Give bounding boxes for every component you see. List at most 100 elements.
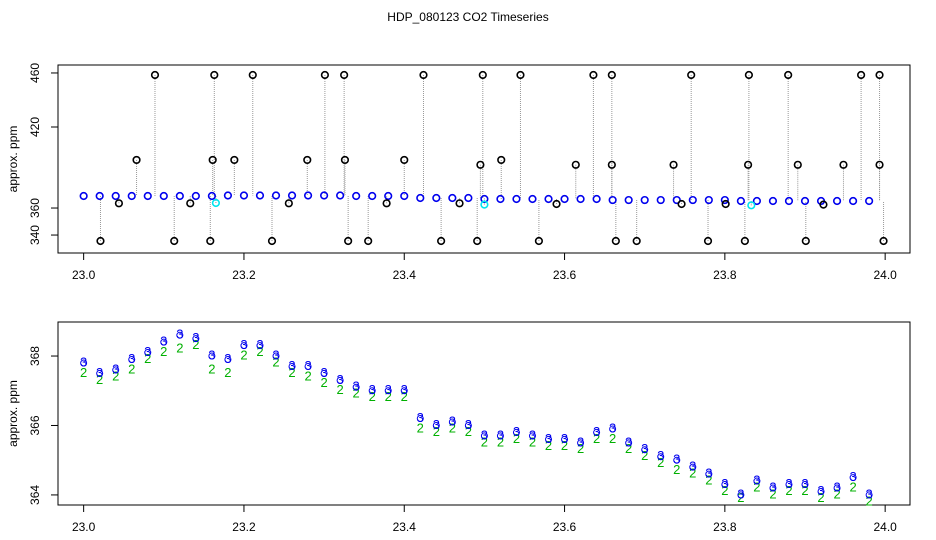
symbol: 2	[497, 434, 504, 449]
symbol: 2	[833, 486, 840, 501]
point	[256, 342, 264, 350]
symbol: 2	[657, 455, 664, 470]
point	[705, 470, 713, 478]
point	[801, 481, 809, 489]
point	[368, 387, 376, 395]
x-tick-label: 23.6	[553, 268, 577, 282]
point	[111, 191, 120, 201]
point	[669, 160, 678, 169]
chart-title: HDP_080123 CO2 Timeseries	[387, 10, 548, 24]
symbol: 3	[96, 365, 103, 380]
symbol: 2	[96, 372, 103, 387]
point	[608, 195, 617, 205]
point	[473, 236, 482, 246]
symbol: 2	[593, 431, 600, 446]
point	[223, 191, 233, 200]
symbol: 2	[449, 420, 456, 435]
point	[545, 435, 553, 443]
point	[207, 191, 216, 201]
point	[95, 191, 104, 201]
symbol: 2	[561, 438, 568, 453]
point	[689, 463, 697, 471]
symbol: 2	[240, 347, 247, 362]
point	[175, 191, 184, 201]
point	[192, 335, 200, 343]
point	[159, 191, 168, 201]
symbol: 2	[577, 441, 584, 456]
symbol: 2	[737, 490, 744, 505]
point	[593, 428, 601, 436]
point	[528, 194, 537, 204]
point	[211, 198, 220, 208]
symbol: 2	[320, 375, 327, 390]
point	[416, 415, 424, 423]
point	[170, 236, 179, 246]
symbol: 3	[657, 448, 664, 463]
symbol: 2	[609, 431, 616, 446]
symbol: 2	[481, 434, 488, 449]
x-tick-label: 24.0	[873, 520, 897, 534]
point	[737, 491, 745, 499]
x-tick-label: 23.8	[713, 268, 737, 282]
point	[721, 481, 729, 489]
symbol: 2	[208, 361, 215, 376]
symbol: 2	[385, 389, 392, 404]
point	[150, 70, 160, 80]
x-tick-label: 23.4	[393, 520, 417, 534]
point	[448, 193, 457, 203]
point	[785, 481, 793, 489]
y-tick-label: 360	[28, 198, 42, 218]
point	[744, 70, 753, 80]
symbol: 2	[849, 479, 856, 494]
point	[384, 387, 392, 395]
symbol: 3	[785, 476, 792, 491]
point	[703, 236, 713, 246]
point	[400, 387, 408, 395]
point	[287, 191, 297, 200]
symbol: 3	[337, 372, 344, 387]
point	[464, 421, 472, 429]
point	[320, 369, 328, 377]
symbol: 3	[561, 431, 568, 446]
point	[839, 160, 848, 169]
point	[478, 70, 487, 80]
point	[577, 439, 585, 447]
point	[875, 160, 884, 169]
symbol: 3	[160, 334, 167, 349]
point	[437, 236, 446, 246]
point	[191, 191, 200, 201]
point	[512, 428, 520, 436]
point	[497, 155, 506, 165]
point	[80, 359, 88, 367]
x-tick-label: 23.8	[713, 520, 737, 534]
point	[752, 196, 762, 206]
point	[534, 236, 544, 246]
point	[79, 191, 88, 201]
point	[432, 421, 440, 429]
symbol: 3	[353, 379, 360, 394]
point	[611, 236, 620, 246]
point	[801, 236, 810, 246]
symbol: 3	[801, 476, 808, 491]
point	[607, 70, 616, 80]
point	[747, 201, 756, 210]
point	[382, 199, 391, 208]
point	[320, 70, 330, 80]
symbol: 2	[673, 462, 680, 477]
symbol: 3	[721, 476, 728, 491]
point	[336, 376, 344, 384]
point	[512, 194, 521, 204]
symbol: 3	[144, 344, 151, 359]
point	[641, 446, 649, 454]
symbol: 3	[593, 424, 600, 439]
point	[143, 191, 152, 201]
symbol: 2	[866, 493, 873, 508]
symbol: 2	[176, 341, 183, 356]
point	[688, 195, 697, 205]
point	[480, 200, 489, 209]
symbol: 3	[689, 459, 696, 474]
symbol: 2	[705, 472, 712, 487]
point	[224, 356, 232, 364]
point	[849, 474, 857, 482]
